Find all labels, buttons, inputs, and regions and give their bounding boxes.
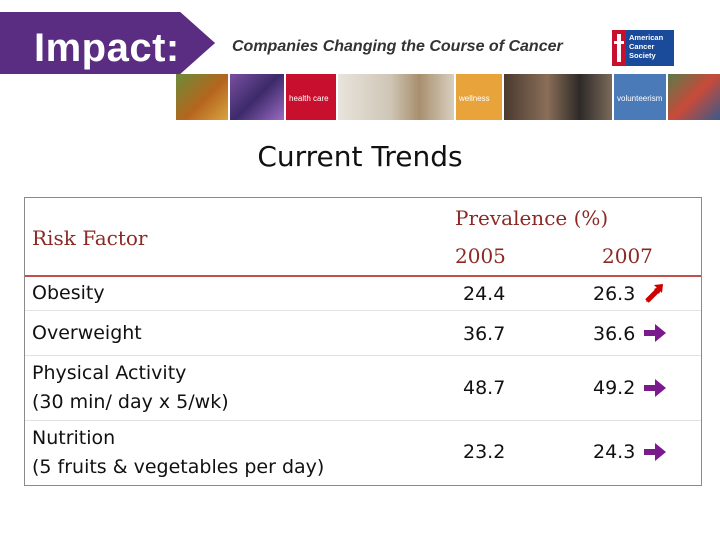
acs-logo: American Cancer Society <box>612 30 674 66</box>
tile-label: health care <box>289 94 329 103</box>
trend-flat-arrow-icon <box>644 443 666 461</box>
value-2007: 36.6 <box>593 323 636 345</box>
table-row: Obesity 24.4 26.3 <box>25 277 701 311</box>
tile-health-care: health care <box>286 74 336 120</box>
trend-flat-arrow-icon <box>644 379 666 397</box>
table-row: Overweight 36.7 36.6 <box>25 311 701 356</box>
impact-brand-tag: Impact: <box>0 12 215 74</box>
brand-name: Impact: <box>34 26 180 70</box>
brand-arrow-shape <box>0 12 215 74</box>
table-row: Nutrition (5 fruits & vegetables per day… <box>25 421 701 485</box>
value-2007: 24.3 <box>593 441 636 463</box>
risk-factor-label: Obesity <box>32 282 105 304</box>
table-row: Physical Activity (30 min/ day x 5/wk) 4… <box>25 356 701 421</box>
photo-tile-doctor <box>338 74 454 120</box>
risk-factor-header: Risk Factor <box>32 226 148 250</box>
header-banner: Impact: Companies Changing the Course of… <box>0 0 720 122</box>
tile-label: volunteerism <box>617 94 663 103</box>
value-2005: 48.7 <box>463 377 506 399</box>
risk-factor-label: Physical Activity (30 min/ day x 5/wk) <box>32 362 229 413</box>
trend-flat-arrow-icon <box>644 324 666 342</box>
slide-title: Current Trends <box>257 140 463 173</box>
year-2007-header: 2007 <box>602 244 653 268</box>
photo-tile-walkers <box>230 74 284 120</box>
tagline: Companies Changing the Course of Cancer <box>232 38 563 55</box>
trend-up-arrow-icon <box>645 284 663 303</box>
value-2005: 36.7 <box>463 323 506 345</box>
trends-table: Risk Factor Prevalence (%) 2005 2007 Obe… <box>24 197 702 486</box>
value-2005: 23.2 <box>463 441 506 463</box>
tile-volunteerism: volunteerism <box>614 74 666 120</box>
value-2005: 24.4 <box>463 283 506 305</box>
photo-tile-food <box>176 74 228 120</box>
photo-strip: health care wellness volunteerism <box>176 74 720 120</box>
logo-text: American Cancer Society <box>629 33 664 60</box>
prevalence-header: Prevalence (%) <box>455 206 609 230</box>
value-2007: 49.2 <box>593 377 636 399</box>
value-2007: 26.3 <box>593 283 636 305</box>
risk-factor-label: Nutrition (5 fruits & vegetables per day… <box>32 427 325 478</box>
photo-tile-cyclist <box>668 74 720 120</box>
photo-tile-meeting <box>504 74 612 120</box>
tile-label: wellness <box>459 94 490 103</box>
year-2005-header: 2005 <box>455 244 506 268</box>
risk-factor-label: Overweight <box>32 322 142 344</box>
sword-icon <box>612 30 626 66</box>
header-divider <box>25 275 701 277</box>
tile-wellness: wellness <box>456 74 502 120</box>
